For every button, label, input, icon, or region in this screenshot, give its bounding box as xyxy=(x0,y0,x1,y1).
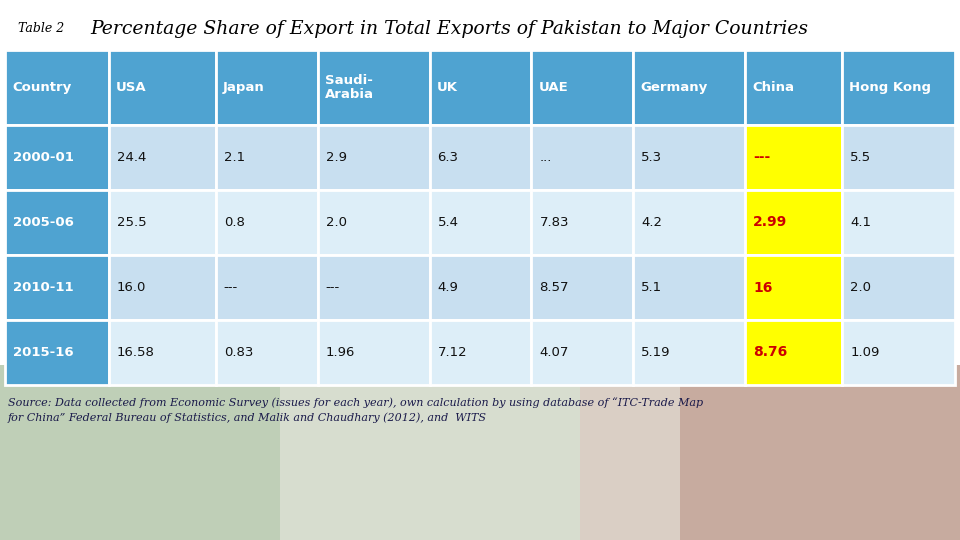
Text: 5.4: 5.4 xyxy=(438,216,459,229)
Text: Country: Country xyxy=(12,81,71,94)
Bar xyxy=(108,125,216,190)
Text: 2.99: 2.99 xyxy=(754,215,787,230)
Text: 24.4: 24.4 xyxy=(117,151,146,164)
Bar xyxy=(216,320,318,385)
Bar xyxy=(842,255,955,320)
Bar xyxy=(634,255,745,320)
Text: 8.57: 8.57 xyxy=(540,281,569,294)
Text: 2010-11: 2010-11 xyxy=(13,281,74,294)
Text: ---: --- xyxy=(754,151,771,165)
Bar xyxy=(318,255,429,320)
Text: 0.83: 0.83 xyxy=(224,346,253,359)
Text: 2.1: 2.1 xyxy=(224,151,245,164)
Bar xyxy=(745,190,842,255)
Bar xyxy=(318,50,429,125)
Text: 6.3: 6.3 xyxy=(438,151,459,164)
Bar xyxy=(532,190,634,255)
Text: ---: --- xyxy=(224,281,238,294)
Bar xyxy=(634,125,745,190)
Bar xyxy=(429,190,532,255)
Text: USA: USA xyxy=(116,81,147,94)
Text: 7.12: 7.12 xyxy=(438,346,468,359)
Bar xyxy=(318,320,429,385)
Bar xyxy=(318,190,429,255)
Text: ---: --- xyxy=(325,281,340,294)
Text: China: China xyxy=(753,81,794,94)
Text: Saudi-
Arabia: Saudi- Arabia xyxy=(324,73,373,102)
Bar xyxy=(108,50,216,125)
Text: 2015-16: 2015-16 xyxy=(13,346,74,359)
Text: 5.19: 5.19 xyxy=(641,346,671,359)
Bar xyxy=(216,255,318,320)
Bar xyxy=(745,125,842,190)
Bar xyxy=(0,365,960,540)
Bar xyxy=(108,255,216,320)
Bar xyxy=(634,50,745,125)
Bar xyxy=(532,125,634,190)
Bar xyxy=(318,125,429,190)
Bar xyxy=(280,365,680,540)
Text: 4.9: 4.9 xyxy=(438,281,459,294)
Text: Hong Kong: Hong Kong xyxy=(850,81,931,94)
Bar xyxy=(5,50,108,125)
Bar xyxy=(580,365,960,540)
Bar xyxy=(842,50,955,125)
Bar xyxy=(842,190,955,255)
Text: Percentage Share of Export in Total Exports of Pakistan to Major Countries: Percentage Share of Export in Total Expo… xyxy=(90,20,808,38)
Bar xyxy=(108,190,216,255)
Text: Germany: Germany xyxy=(640,81,708,94)
Bar xyxy=(216,190,318,255)
Bar xyxy=(108,320,216,385)
Bar xyxy=(745,320,842,385)
Text: 4.2: 4.2 xyxy=(641,216,662,229)
Bar xyxy=(216,125,318,190)
Text: 1.96: 1.96 xyxy=(325,346,355,359)
Bar xyxy=(842,125,955,190)
Bar xyxy=(5,125,108,190)
Bar xyxy=(745,255,842,320)
Text: 4.1: 4.1 xyxy=(851,216,871,229)
Bar xyxy=(429,255,532,320)
Text: 2.0: 2.0 xyxy=(325,216,347,229)
Text: Japan: Japan xyxy=(223,81,265,94)
Text: UAE: UAE xyxy=(539,81,568,94)
Text: Source: Data collected from Economic Survey (issues for each year), own calculat: Source: Data collected from Economic Sur… xyxy=(8,397,703,423)
Text: 5.3: 5.3 xyxy=(641,151,662,164)
Text: 16.58: 16.58 xyxy=(117,346,155,359)
Bar xyxy=(5,320,108,385)
Text: 5.5: 5.5 xyxy=(851,151,872,164)
Text: 4.07: 4.07 xyxy=(540,346,569,359)
Text: UK: UK xyxy=(437,81,458,94)
Bar xyxy=(5,255,108,320)
Bar xyxy=(532,50,634,125)
Text: 2.0: 2.0 xyxy=(851,281,871,294)
Bar xyxy=(842,320,955,385)
Bar xyxy=(429,320,532,385)
Bar xyxy=(429,50,532,125)
Text: 7.83: 7.83 xyxy=(540,216,569,229)
Text: 16: 16 xyxy=(754,280,773,294)
Bar xyxy=(429,125,532,190)
Bar xyxy=(745,50,842,125)
Text: 2000-01: 2000-01 xyxy=(13,151,74,164)
Text: 5.1: 5.1 xyxy=(641,281,662,294)
Text: 8.76: 8.76 xyxy=(754,346,787,360)
Bar xyxy=(0,365,960,540)
Text: 2.9: 2.9 xyxy=(325,151,347,164)
Bar xyxy=(532,320,634,385)
Bar xyxy=(5,190,108,255)
Text: 2005-06: 2005-06 xyxy=(13,216,74,229)
Text: Table 2: Table 2 xyxy=(18,22,64,35)
Text: 1.09: 1.09 xyxy=(851,346,879,359)
Text: 16.0: 16.0 xyxy=(117,281,146,294)
Text: ...: ... xyxy=(540,151,552,164)
Text: 0.8: 0.8 xyxy=(224,216,245,229)
Bar xyxy=(634,320,745,385)
Bar xyxy=(532,255,634,320)
Text: 25.5: 25.5 xyxy=(117,216,147,229)
Bar xyxy=(634,190,745,255)
Bar xyxy=(216,50,318,125)
